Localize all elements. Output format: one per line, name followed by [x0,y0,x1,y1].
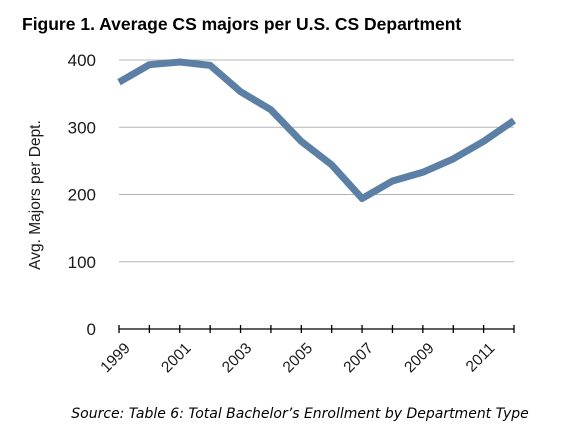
x-axis [118,325,515,333]
chart-title: Figure 1. Average CS majors per U.S. CS … [22,14,461,34]
y-tick-label-200: 200 [68,186,96,205]
series-line-0 [117,58,516,202]
x-tick-label-2001: 2001 [158,340,194,376]
x-tick-label-2005: 2005 [280,340,316,376]
y-tick-label-400: 400 [68,51,96,70]
x-tick-label-2003: 2003 [219,340,255,376]
source-note: Source: Table 6: Total Bachelor’s Enroll… [71,406,529,422]
y-axis-tick-labels: 0 100 200 300 400 [68,51,96,339]
x-tick-label-2007: 2007 [341,340,377,376]
x-tick-label-2011: 2011 [463,340,499,376]
y-tick-label-0: 0 [87,320,96,339]
x-tick-label-1999: 1999 [97,340,133,376]
series-layer [117,58,516,202]
x-tick-label-2009: 2009 [401,340,437,376]
y-tick-label-100: 100 [68,253,96,272]
x-axis-tick-labels: 1999 2001 2003 2005 2007 2009 2011 [97,340,498,376]
y-axis-label: Avg. Majors per Dept. [27,120,44,270]
y-tick-label-300: 300 [68,118,96,137]
